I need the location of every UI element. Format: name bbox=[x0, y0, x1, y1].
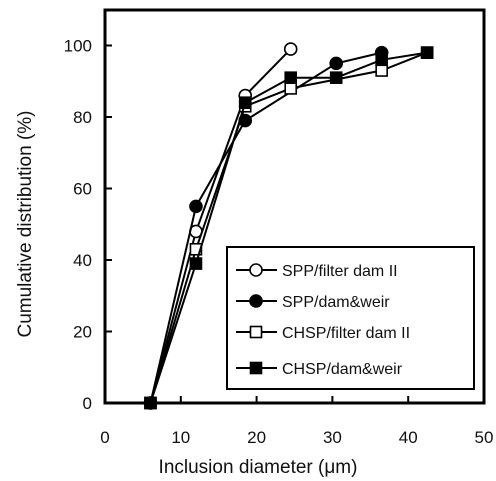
legend-label: SPP/filter dam II bbox=[282, 263, 398, 280]
plot-frame bbox=[103, 8, 486, 405]
legend-label: CHSP/dam&weir bbox=[282, 361, 403, 378]
legend-marker bbox=[249, 325, 263, 339]
data-point bbox=[189, 199, 203, 214]
x-axis-title: Inclusion diameter (μm) bbox=[159, 457, 358, 478]
legend-label: CHSP/filter dam II bbox=[282, 325, 410, 342]
data-point bbox=[189, 257, 203, 270]
y-tick-label: 100 bbox=[64, 37, 92, 56]
data-point bbox=[144, 396, 157, 410]
data-point bbox=[329, 71, 343, 84]
data-point bbox=[284, 82, 298, 95]
data-point bbox=[329, 56, 343, 71]
legend-box bbox=[226, 246, 475, 390]
legend-marker bbox=[249, 361, 263, 375]
series-group bbox=[143, 42, 434, 410]
x-tick-label: 30 bbox=[323, 428, 342, 447]
data-point bbox=[238, 96, 252, 109]
legend-marker bbox=[249, 263, 263, 277]
legend: SPP/filter dam II SPP/dam&weir CHSP/filter… bbox=[226, 246, 475, 390]
x-tick-label: 0 bbox=[100, 428, 109, 447]
data-point bbox=[375, 64, 388, 77]
x-tick-label: 20 bbox=[247, 428, 266, 447]
x-tick-label: 40 bbox=[399, 428, 418, 447]
y-tick-label: 20 bbox=[73, 323, 92, 342]
axis-ticks: 0 10 20 30 40 50 0 20 40 60 80 100 bbox=[64, 37, 494, 448]
data-point bbox=[420, 46, 434, 59]
legend-marker bbox=[249, 294, 263, 308]
data-point bbox=[189, 242, 203, 256]
y-tick-label: 60 bbox=[73, 180, 92, 199]
x-tick-label: 50 bbox=[475, 428, 494, 447]
series-4 bbox=[144, 46, 434, 410]
legend-label: SPP/dam&weir bbox=[282, 294, 390, 311]
data-point bbox=[284, 71, 298, 84]
data-point bbox=[283, 42, 298, 56]
x-tick-label: 10 bbox=[171, 428, 190, 447]
y-axis-title: Cumulative distribution (%) bbox=[15, 110, 36, 337]
y-tick-label: 40 bbox=[73, 251, 92, 270]
y-tick-label: 0 bbox=[83, 394, 92, 413]
y-tick-label: 80 bbox=[73, 108, 92, 127]
series-line bbox=[149, 51, 428, 404]
series-2 bbox=[143, 45, 389, 410]
data-point bbox=[375, 53, 388, 67]
plot-area bbox=[103, 8, 486, 405]
